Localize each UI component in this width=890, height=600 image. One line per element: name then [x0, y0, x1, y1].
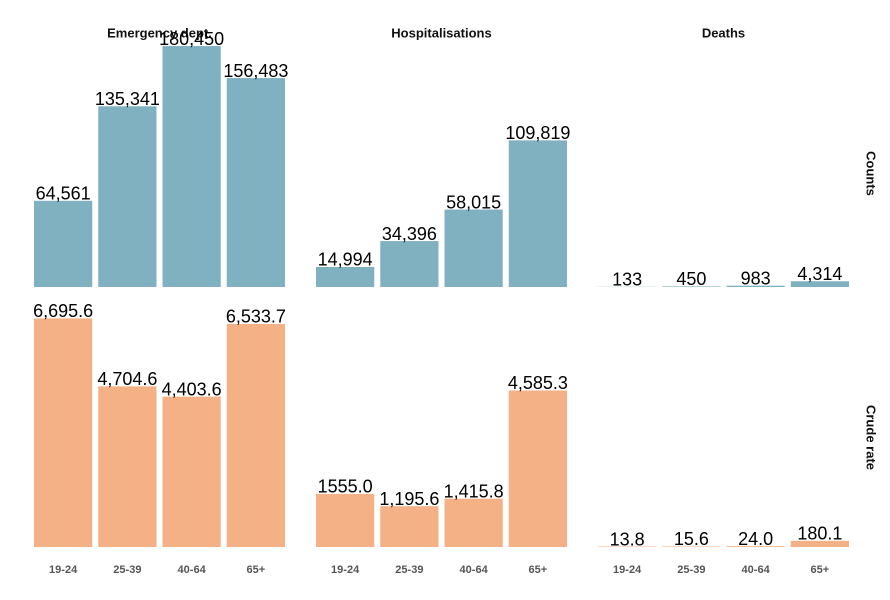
bar — [34, 318, 93, 547]
value-label: 34,396 — [382, 224, 437, 244]
value-label: 4,314 — [797, 264, 842, 284]
x-tick-label: 19-24 — [613, 564, 642, 576]
value-label: 450 — [676, 269, 706, 289]
bar — [508, 390, 567, 547]
bar — [790, 281, 849, 287]
value-label: 180.1 — [797, 524, 842, 544]
value-label: 180,450 — [159, 29, 224, 49]
value-label: 135,341 — [95, 89, 160, 109]
bar — [444, 498, 503, 547]
panel-title: Deaths — [702, 25, 745, 40]
value-label: 15.6 — [674, 529, 709, 549]
value-label: 156,483 — [223, 61, 288, 81]
x-tick-label: 25-39 — [113, 564, 141, 576]
bar — [790, 540, 849, 547]
value-label: 4,704.6 — [97, 369, 157, 389]
bar — [226, 78, 285, 287]
x-tick-label: 65+ — [811, 564, 830, 576]
value-label: 133 — [612, 270, 642, 290]
bar — [444, 209, 503, 287]
value-label: 24.0 — [738, 529, 773, 549]
x-tick-label: 40-64 — [178, 564, 207, 576]
bar — [316, 266, 375, 287]
value-label: 6,695.6 — [33, 301, 93, 321]
x-tick-label: 65+ — [247, 564, 266, 576]
x-tick-label: 25-39 — [677, 564, 705, 576]
bar — [316, 493, 375, 547]
bar — [662, 546, 721, 547]
value-label: 4,585.3 — [508, 373, 568, 393]
x-tick-label: 40-64 — [460, 564, 489, 576]
bar — [662, 286, 721, 287]
x-tick-label: 40-64 — [742, 564, 771, 576]
value-label: 109,819 — [505, 123, 570, 143]
bar — [508, 140, 567, 287]
value-label: 4,403.6 — [162, 379, 222, 399]
bar — [98, 106, 157, 287]
x-tick-label: 65+ — [529, 564, 548, 576]
value-label: 1,195.6 — [379, 489, 439, 509]
panel-title: Hospitalisations — [391, 25, 491, 40]
x-tick-label: 25-39 — [395, 564, 423, 576]
bar — [98, 386, 157, 547]
panel-title: Emergency dept. — [107, 25, 212, 40]
bar — [34, 200, 93, 287]
bar — [726, 285, 785, 287]
bar — [726, 546, 785, 547]
value-label: 13.8 — [610, 529, 645, 549]
bar — [162, 396, 221, 547]
x-tick-label: 19-24 — [49, 564, 78, 576]
value-label: 6,533.7 — [226, 307, 286, 327]
row-label: Counts — [864, 151, 879, 196]
bar — [380, 506, 439, 547]
x-tick-label: 19-24 — [331, 564, 360, 576]
bar — [162, 46, 221, 288]
value-label: 64,561 — [36, 184, 91, 204]
value-label: 1555.0 — [318, 477, 373, 497]
bar — [226, 323, 285, 547]
bar — [380, 241, 439, 287]
value-label: 1,415.8 — [444, 481, 504, 501]
value-label: 58,015 — [446, 192, 501, 212]
value-label: 983 — [741, 268, 771, 288]
value-label: 14,994 — [318, 250, 373, 270]
row-label: Crude rate — [864, 405, 879, 470]
